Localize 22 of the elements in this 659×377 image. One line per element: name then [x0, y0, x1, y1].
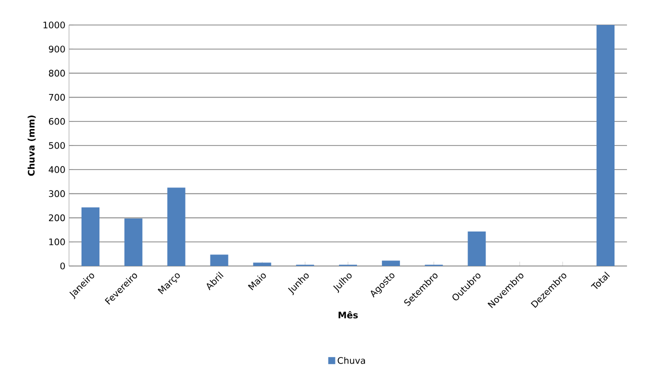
y-tick-label: 600	[48, 118, 65, 125]
bar	[210, 254, 228, 266]
y-tick-label: 300	[48, 190, 65, 198]
y-tick-label: 800	[48, 70, 65, 77]
y-tick-label: 400	[48, 166, 65, 173]
bar	[382, 260, 400, 266]
y-axis-title: Chuva (mm)	[28, 116, 36, 176]
y-tick-label: 1000	[44, 22, 65, 28]
bar	[253, 262, 272, 266]
bar	[468, 232, 486, 266]
y-tick-label: 700	[49, 94, 65, 101]
bar	[167, 188, 186, 266]
legend-label: Chuva	[338, 356, 365, 364]
bar	[81, 207, 100, 266]
y-tick-label: 200	[48, 214, 65, 222]
y-tick-label: 0	[60, 262, 65, 270]
x-axis-title: Mês	[338, 311, 358, 318]
bar	[596, 24, 615, 266]
y-tick-label: 100	[49, 238, 65, 246]
y-tick-label: 500	[48, 142, 65, 149]
bar	[124, 218, 142, 266]
y-tick-label: 900	[48, 46, 65, 52]
